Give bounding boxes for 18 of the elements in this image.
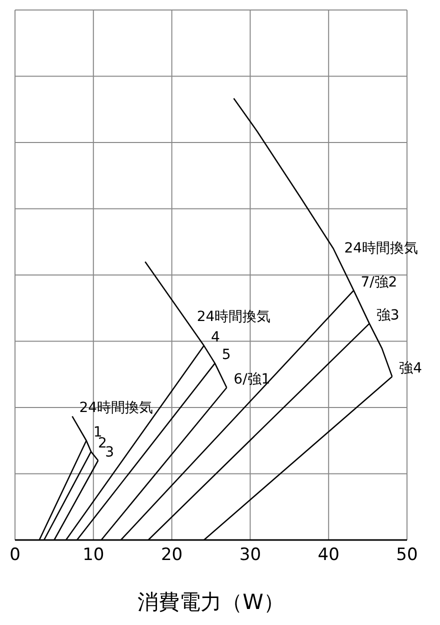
x-tick-label: 30 [239,545,262,566]
annotation: 7/強2 [360,274,398,290]
x-tick-label: 20 [160,545,183,566]
annotation: 強3 [376,307,400,324]
x-tick-label: 50 [396,545,418,566]
x-axis-title: 消費電力（W） [138,590,284,614]
annotation: 2 [98,435,107,452]
annotation: 5 [222,347,231,364]
annotation: 6/強1 [234,371,270,388]
annotation: 強4 [399,360,422,376]
annotation: 3 [105,444,114,460]
x-tick-label: 10 [82,545,104,566]
annotation: 24時間換気 [344,240,418,256]
x-tick-label: 40 [318,545,340,566]
x-tick-label: 0 [10,545,20,566]
annotation: 24時間換気 [196,309,271,326]
annotation: 4 [210,329,220,346]
annotation: 24時間換気 [79,400,154,416]
